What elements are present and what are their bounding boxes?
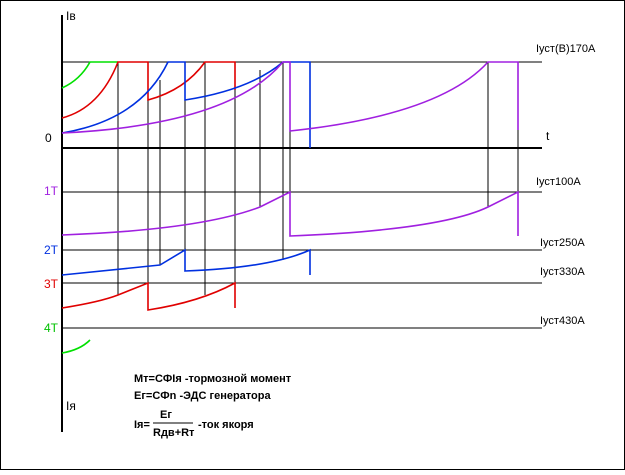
level-left-label: 4Т [44, 321, 59, 335]
formula: Ег=СФn -ЭДС генератора [134, 390, 271, 402]
curves [61, 61, 519, 354]
formula-denominator: Rдв+Rт [153, 427, 195, 439]
level-label: Iуст(В)170А [536, 43, 596, 55]
zero-label: 0 [45, 131, 52, 145]
axis-top-label: Iв [66, 9, 76, 23]
formula: Мт=СФIя -тормозной момент [134, 373, 292, 385]
formula: -ток якоря [198, 419, 254, 431]
level-left-label: 3Т [44, 277, 59, 291]
connectors [117, 62, 519, 295]
formula-numerator: Ег [160, 409, 172, 421]
level-label: Iуст330А [540, 266, 585, 278]
level-label: Iуст430А [540, 315, 585, 327]
level-left-label: 2Т [44, 243, 59, 257]
level-label: Iуст100А [536, 176, 581, 188]
level-label: Iуст250А [540, 237, 585, 249]
axis-bottom-label: Iя [66, 399, 76, 413]
formula: Iя= [134, 419, 150, 431]
time-label: t [546, 129, 550, 143]
level-left-label: 1Т [44, 184, 59, 198]
